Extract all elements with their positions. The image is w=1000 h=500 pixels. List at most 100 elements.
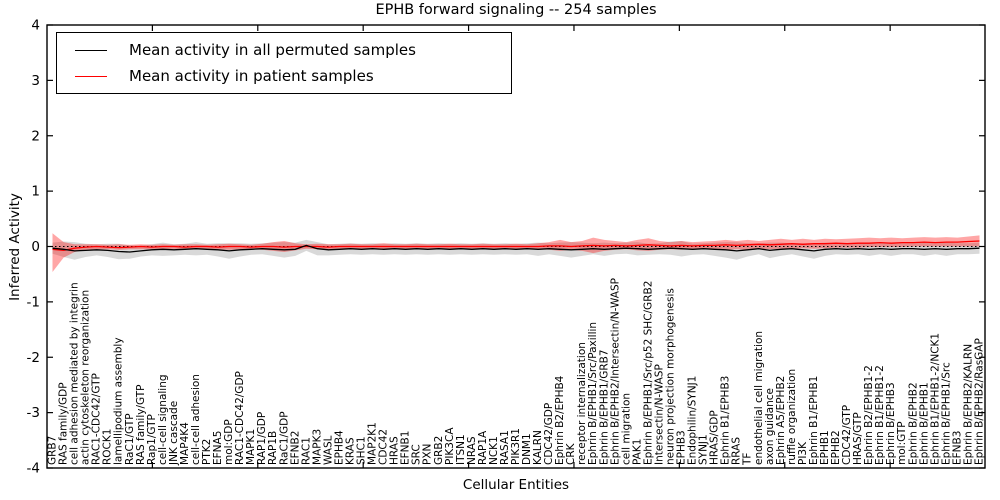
x-axis-label: Cellular Entities <box>462 477 570 493</box>
x-tick-label: mol:GTP <box>896 421 908 465</box>
x-tick-label: NRAS <box>466 436 478 465</box>
x-tick-label: Ephrin B/EPHB2/KALRN <box>962 344 974 465</box>
y-tick-label: -3 <box>27 405 40 421</box>
x-tick-label: PI3K <box>797 441 809 465</box>
y-tick-label: -1 <box>27 294 40 310</box>
x-tick-label: HRAS/GDP <box>709 410 721 465</box>
x-tick-label: Ephrin B/EPHB1 <box>918 382 930 465</box>
x-tick-label: WASL <box>322 435 334 465</box>
x-tick-label: Ephrin B/EPHB2 <box>907 382 919 465</box>
x-tick-label: RaC1/GDP <box>278 411 290 465</box>
x-tick-label: KALRN <box>532 430 544 465</box>
x-tick-label: receptor internalization <box>576 342 588 465</box>
x-tick-label: RAC1-CDC42/GTP <box>91 373 103 465</box>
x-tick-label: SRC <box>411 444 423 465</box>
x-tick-label: cell-cell signaling <box>157 374 169 465</box>
x-tick-label: HRAS <box>389 436 401 465</box>
x-tick-label: RAS family/GTP <box>135 384 147 465</box>
x-tick-label: Ephrin B/EPHB1/Src <box>940 362 952 465</box>
x-tick-label: HRAS/GTP <box>852 412 864 465</box>
permuted-mean-line <box>52 244 980 253</box>
y-tick-label: 3 <box>31 73 40 89</box>
x-tick-label: CDC42/GTP <box>841 405 853 465</box>
x-tick-label: RAS family/GDP <box>58 382 70 465</box>
x-tick-label: Ephrin B2/EPHB4 <box>554 375 566 465</box>
x-tick-label: EFNA5 <box>212 431 224 465</box>
legend: Mean activity in all permuted samples Me… <box>56 32 512 94</box>
x-tick-label: PIK3R1 <box>510 428 522 465</box>
x-tick-label: Ephrin B/EPHB3 <box>885 382 897 465</box>
x-tick-label: EFNB3 <box>951 431 963 465</box>
x-tick-label: EPHB2 <box>830 430 842 465</box>
y-tick-label: 0 <box>31 239 40 255</box>
x-tick-label: axon guidance <box>764 388 776 465</box>
y-tick-label: -2 <box>27 350 40 366</box>
legend-item-permuted: Mean activity in all permuted samples <box>67 41 501 59</box>
x-tick-label: RRAS <box>731 437 743 465</box>
x-tick-label: Endophilin/SYNJ1 <box>687 376 699 465</box>
x-tick-label: ruffle organization <box>786 369 798 465</box>
permuted-line-swatch <box>75 49 107 51</box>
x-tick-label: TF <box>742 453 754 466</box>
x-tick-label: ROCK1 <box>102 429 114 465</box>
x-tick-label: PIK3CA <box>444 427 456 465</box>
x-tick-label: RAP1B <box>267 431 279 465</box>
x-tick-label: KRAS <box>344 437 356 465</box>
y-tick-label: -4 <box>27 461 40 477</box>
y-axis-label: Inferred Activity <box>7 193 23 301</box>
x-tick-label: Ephrin B/EPHB1/Src/p52 SHC/GRB2 <box>642 281 654 465</box>
y-tick-label: 2 <box>31 128 40 144</box>
x-tick-label: cell migration <box>620 393 632 465</box>
x-tick-label: PAK1 <box>631 439 643 465</box>
x-tick-label: MAPK1 <box>245 429 257 465</box>
x-tick-label: CRK <box>565 442 577 465</box>
x-tick-label: Intersectin/N-WASP <box>653 364 665 465</box>
x-tick-label: Ephrin A5/EPHB2 <box>775 376 787 465</box>
x-tick-label: SYNJ1 <box>698 434 710 465</box>
patient-std-band <box>52 233 980 272</box>
x-tick-label: lamellipodium assembly <box>113 337 125 465</box>
legend-label-permuted: Mean activity in all permuted samples <box>129 41 416 59</box>
x-tick-label: RAP1A <box>477 430 489 465</box>
x-tick-label: Ephrin B/EPHB1/Src/Paxillin <box>587 322 599 465</box>
x-tick-label: cell-cell adhesion <box>190 374 202 465</box>
x-tick-label: RAP1/GDP <box>256 412 268 465</box>
x-tick-label: MAPK3 <box>311 429 323 465</box>
x-tick-label: GRB7 <box>47 436 59 465</box>
x-tick-label: CDC42/GDP <box>543 403 555 465</box>
x-tick-label: PTK2 <box>201 439 213 465</box>
patient-mean-line <box>52 240 980 252</box>
x-tick-label: Ephrin B/EPHB2/RasGAP <box>973 338 985 465</box>
x-tick-label: EFNB1 <box>400 431 412 465</box>
x-tick-label: NCK1 <box>488 436 500 465</box>
x-tick-label: GRB2 <box>433 436 445 465</box>
x-tick-label: EPHB1 <box>819 430 831 465</box>
x-tick-label: Ephrin B1/EPHB1-2 <box>874 365 886 465</box>
x-tick-label: Ephrin B1/EPHB1-2/NCK1 <box>929 333 941 465</box>
x-tick-label: RASA1 <box>499 430 511 465</box>
x-tick-label: MAP2K1 <box>367 422 379 465</box>
x-tick-label: neuron projection morphogenesis <box>664 288 676 465</box>
x-tick-label: RAC1 <box>300 437 312 465</box>
legend-label-patient: Mean activity in patient samples <box>129 67 374 85</box>
x-tick-label: Ephrin B/EPHB2/Intersectin/N-WASP <box>609 278 621 465</box>
chart-title: EPHB forward signaling -- 254 samples <box>375 2 657 18</box>
x-tick-label: CDC42 <box>378 429 390 465</box>
x-tick-label: Ephrin B1/EPHB1 <box>808 376 820 465</box>
x-tick-label: endothelial cell migration <box>753 331 765 465</box>
x-tick-label: DNM1 <box>521 433 533 465</box>
x-tick-label: PXN <box>422 444 434 465</box>
y-tick-label: 1 <box>31 184 40 200</box>
x-tick-label: Rap1/GTP <box>146 414 158 465</box>
x-tick-label: EPHB3 <box>676 430 688 465</box>
x-tick-label: Ephrin B2/EPHB1-2 <box>863 365 875 465</box>
x-tick-label: ITSN1 <box>455 434 467 465</box>
x-tick-label: RaC1/GTP <box>124 413 136 465</box>
x-tick-label: EPHB4 <box>333 430 345 465</box>
x-tick-label: JNK cascade <box>168 401 180 466</box>
x-tick-label: SHC1 <box>356 436 368 465</box>
x-tick-label: cell adhesion mediated by integrin <box>69 282 81 465</box>
patient-line-swatch <box>75 75 107 77</box>
